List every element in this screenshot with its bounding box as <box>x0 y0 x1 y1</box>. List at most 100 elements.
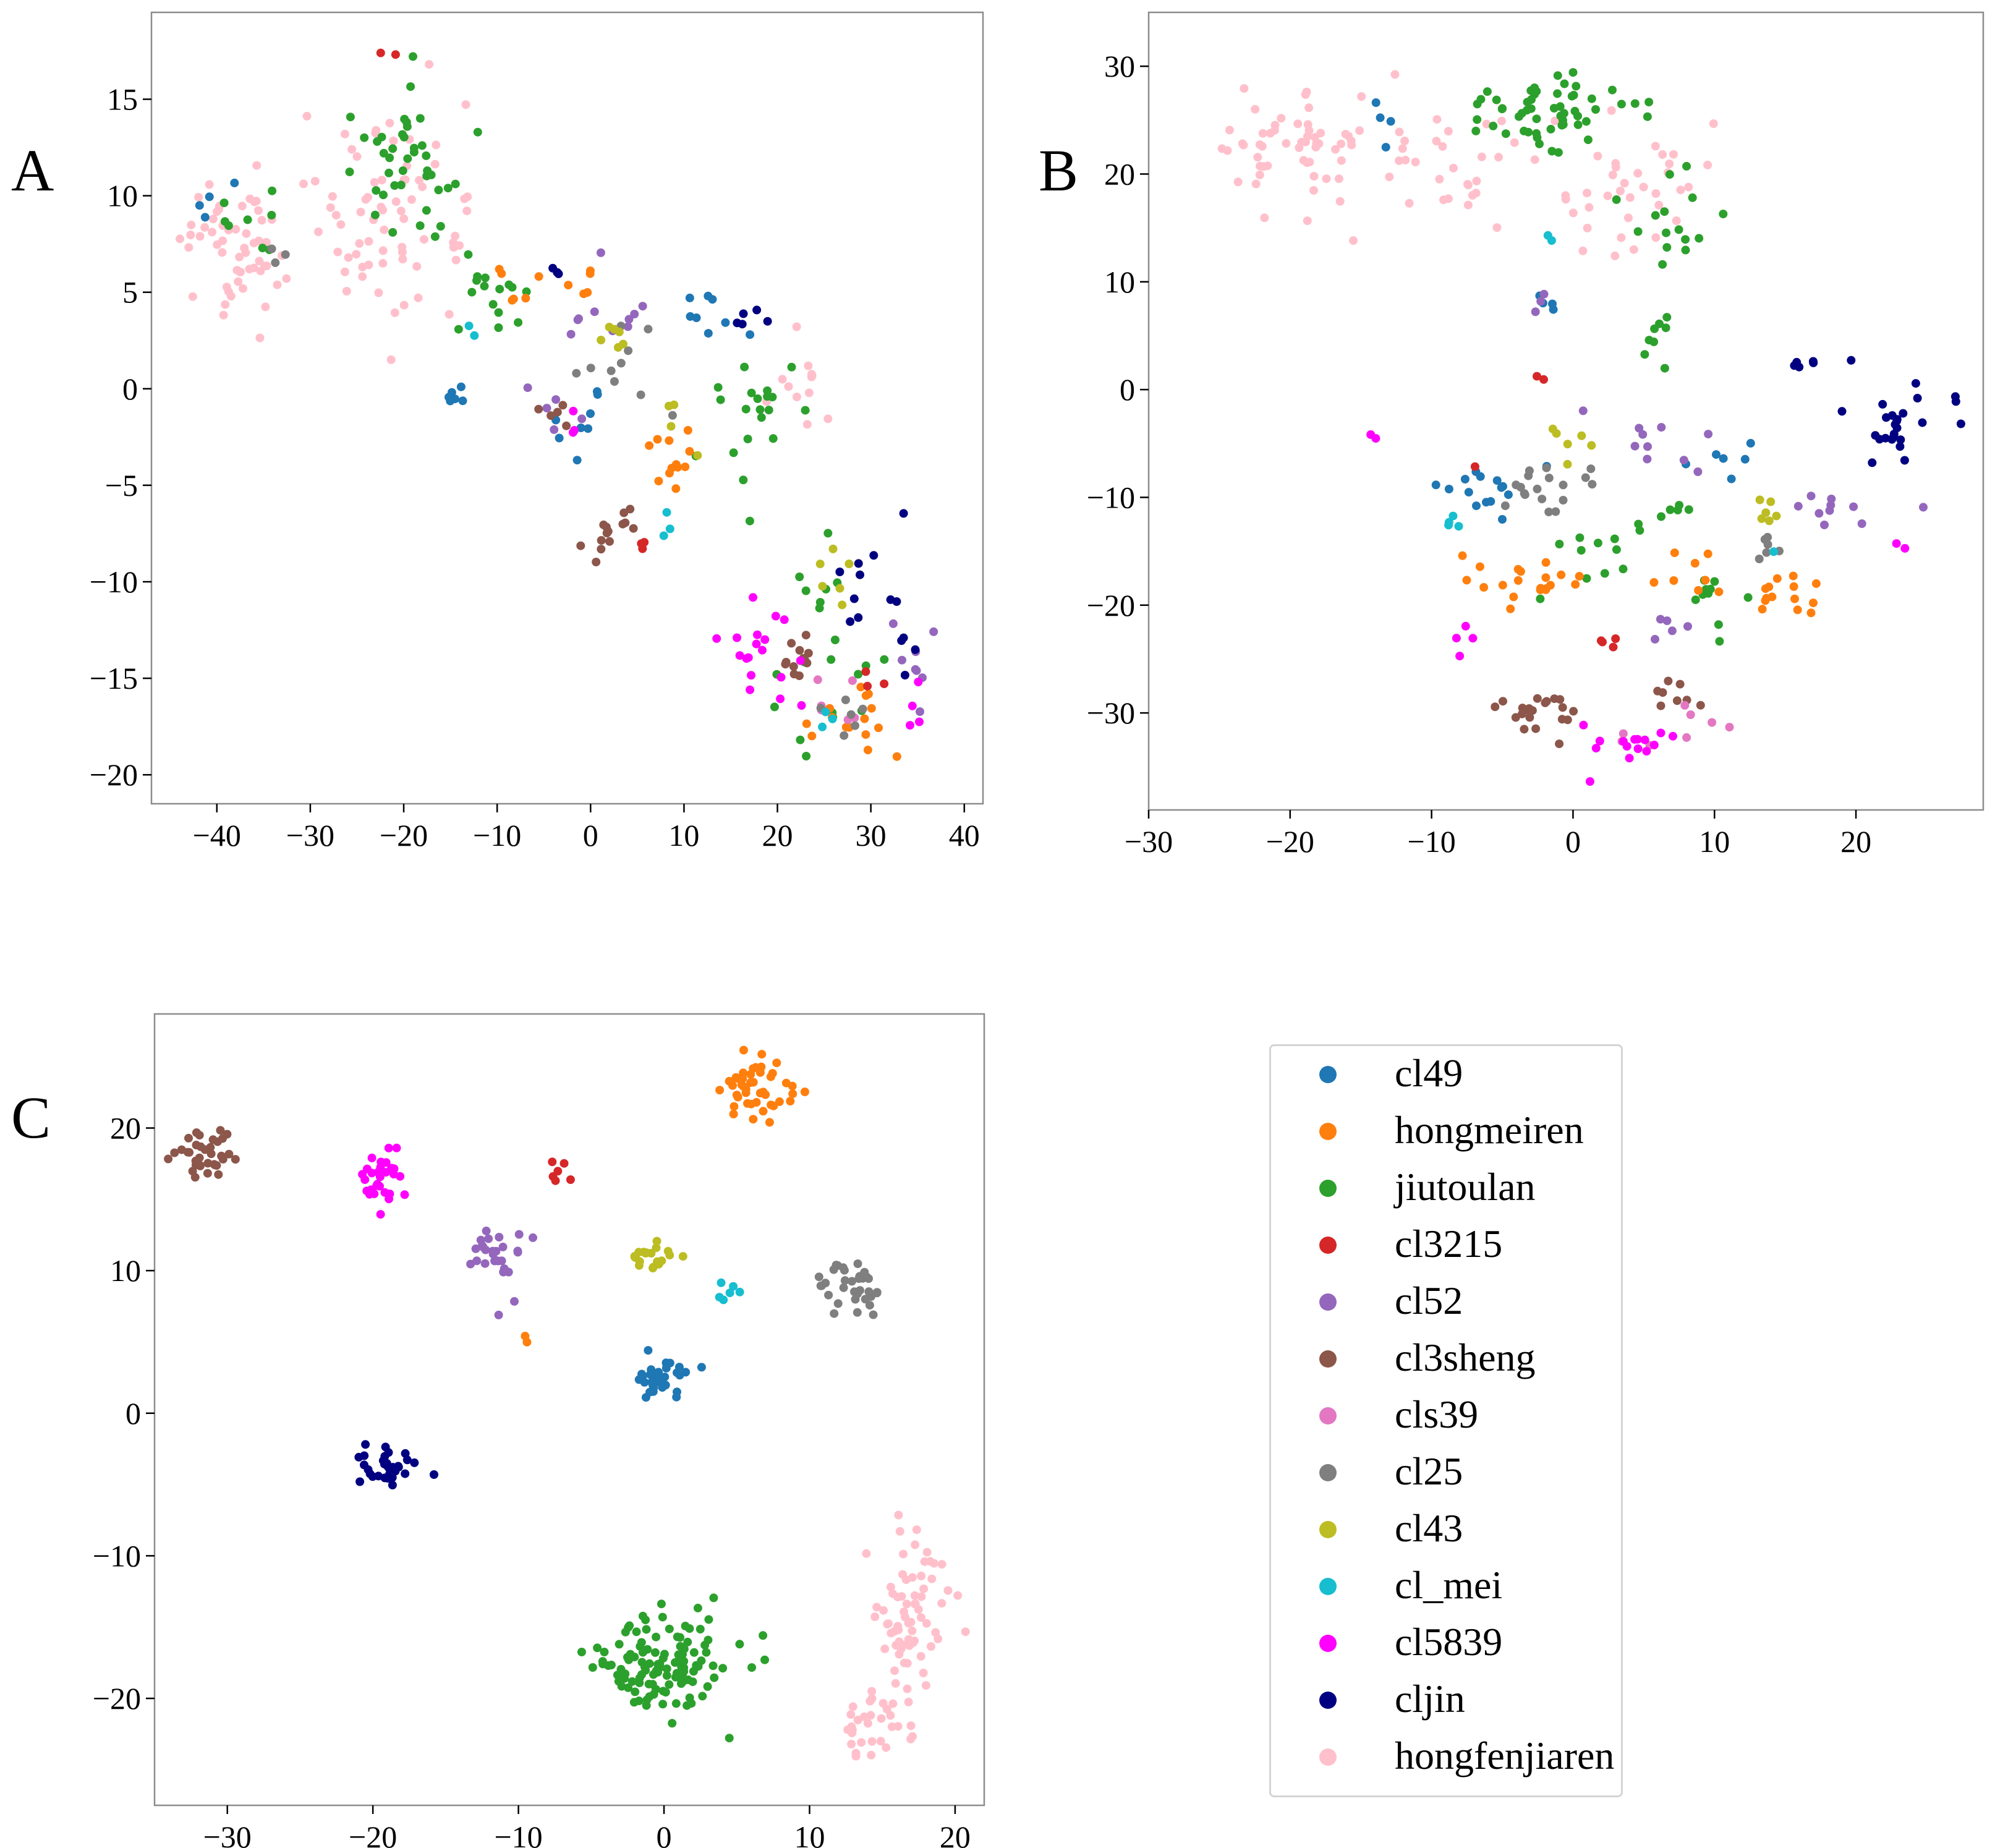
data-point <box>616 1664 626 1674</box>
data-point <box>550 425 559 434</box>
data-point <box>795 645 804 655</box>
y-tick-label: −10 <box>90 564 138 599</box>
data-point <box>1662 228 1670 237</box>
x-tick-label: −30 <box>1125 824 1173 859</box>
data-point <box>1673 506 1682 514</box>
series-hongfenjiaren <box>843 1510 970 1761</box>
data-point <box>675 1371 684 1380</box>
data-point <box>857 1738 866 1747</box>
data-point <box>385 1470 394 1479</box>
data-point <box>380 225 389 234</box>
data-point <box>471 1244 480 1253</box>
data-point <box>1714 587 1724 597</box>
data-point <box>1500 501 1510 510</box>
data-point <box>759 1631 768 1640</box>
data-point <box>721 318 730 327</box>
data-point <box>398 255 407 264</box>
legend-label: cl5839 <box>1395 1620 1503 1664</box>
data-point <box>425 60 434 69</box>
data-point <box>704 329 713 338</box>
data-point <box>1625 193 1635 202</box>
data-point <box>906 1721 916 1731</box>
data-point <box>856 570 864 579</box>
data-point <box>494 308 503 317</box>
data-point <box>1820 521 1829 529</box>
data-point <box>1620 179 1629 188</box>
data-point <box>562 421 571 430</box>
data-point <box>1913 394 1922 402</box>
data-point <box>1766 497 1776 506</box>
data-point <box>218 248 227 257</box>
data-point <box>399 132 409 142</box>
data-point <box>1633 227 1643 236</box>
data-point <box>796 735 805 744</box>
data-point <box>1665 505 1675 514</box>
data-point <box>685 447 694 456</box>
data-point <box>823 414 833 424</box>
data-point <box>1740 454 1750 464</box>
data-point <box>569 406 578 415</box>
data-point <box>657 1599 666 1609</box>
data-point <box>302 111 312 121</box>
legend-label: hongmeiren <box>1395 1108 1584 1152</box>
y-tick-label: 0 <box>122 372 138 406</box>
data-point <box>1900 543 1910 553</box>
data-point <box>1520 126 1529 135</box>
data-point <box>384 1143 393 1152</box>
data-point <box>914 1605 923 1614</box>
series-cljin <box>1790 356 1965 467</box>
data-point <box>388 228 398 237</box>
data-point <box>827 655 836 664</box>
data-point <box>789 662 798 671</box>
data-point <box>1643 454 1652 464</box>
data-point <box>817 1281 827 1290</box>
data-point <box>1476 472 1485 481</box>
data-point <box>554 269 563 278</box>
data-point <box>841 696 850 704</box>
data-point <box>625 1621 634 1630</box>
data-point <box>860 714 869 723</box>
data-point <box>1552 429 1561 438</box>
series-cl3215 <box>548 1157 575 1185</box>
series-cl43 <box>630 1237 687 1272</box>
data-point <box>542 404 551 413</box>
data-point <box>188 292 197 301</box>
data-point <box>1585 203 1594 212</box>
data-point <box>652 1632 661 1641</box>
series-hongfenjiaren <box>1217 70 1718 260</box>
data-point <box>415 114 425 123</box>
data-point <box>1674 225 1683 234</box>
data-point <box>624 346 633 356</box>
data-point <box>1763 532 1772 542</box>
x-tick-label: 0 <box>583 818 598 853</box>
data-point <box>454 325 463 334</box>
data-point <box>1896 435 1905 445</box>
data-point <box>224 1149 234 1159</box>
data-point <box>652 1243 661 1253</box>
data-point <box>1583 223 1592 232</box>
data-point <box>753 630 762 639</box>
data-point <box>480 1259 490 1268</box>
data-point <box>904 1619 913 1628</box>
data-point <box>818 722 827 731</box>
data-point <box>1525 713 1534 722</box>
data-point <box>681 462 690 472</box>
data-point <box>1633 744 1643 753</box>
data-point <box>1400 137 1410 145</box>
data-point <box>310 177 320 186</box>
data-point <box>1475 562 1484 571</box>
data-point <box>1225 126 1234 135</box>
data-point <box>1792 357 1801 367</box>
data-point <box>899 509 908 518</box>
x-tick-label: −30 <box>286 818 334 853</box>
data-point <box>1398 144 1407 153</box>
data-point <box>596 248 605 257</box>
data-point <box>1675 679 1685 689</box>
data-point <box>733 318 742 328</box>
data-point <box>1303 120 1312 129</box>
data-point <box>642 1625 651 1634</box>
data-point <box>673 1387 681 1397</box>
data-point <box>1385 172 1394 182</box>
legend-item: cl3sheng <box>1271 1331 1621 1387</box>
data-point <box>216 1126 225 1135</box>
